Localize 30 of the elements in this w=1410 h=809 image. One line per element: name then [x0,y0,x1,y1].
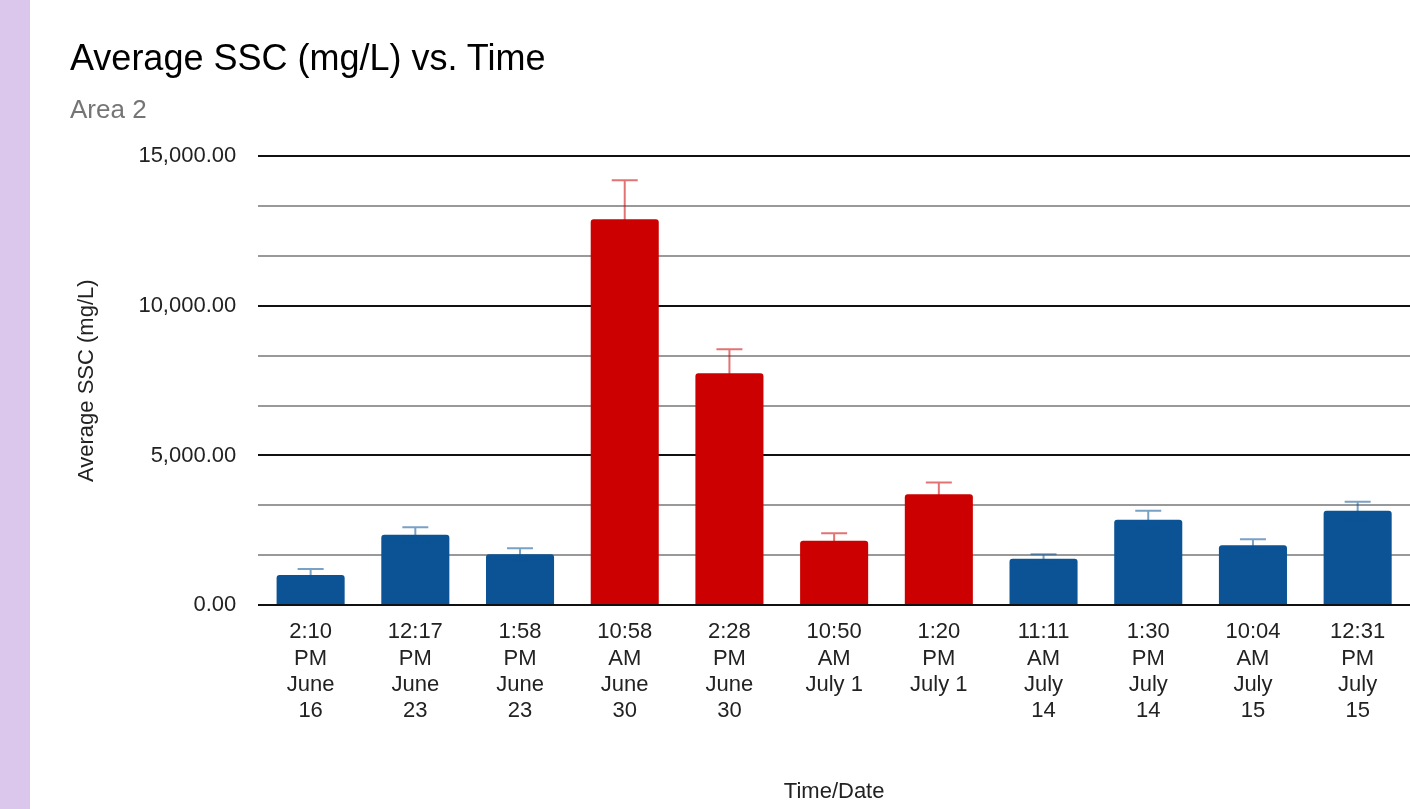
bar [486,554,555,604]
x-tick-label: 12:17 PM June 23 [387,618,443,723]
bar [1009,558,1078,604]
x-tick-label: 1:58 PM June 23 [496,618,544,723]
bar [800,540,869,604]
y-tick-label: 0.00 [193,591,237,617]
bar [1218,545,1287,604]
x-axis-title: Time/Date [783,777,885,803]
x-tick-label: 11:11 AM July 14 [1017,618,1070,723]
bar [1114,519,1183,604]
y-axis-title: Average SSC (mg/L) [73,279,99,482]
chart-title: Average SSC (mg/L) vs. Time [70,36,546,78]
bar [590,219,659,604]
x-tick-label: 10:04 AM July 15 [1225,618,1281,723]
x-tick-label: 2:28 PM June 30 [705,618,754,723]
x-tick-label: 12:31 PM July 15 [1330,618,1386,723]
y-tick-label: 5,000.00 [150,441,237,467]
x-tick-label: 1:30 PM July 14 [1126,618,1170,723]
bar [276,575,345,604]
x-tick-label: 2:10 PM June 16 [286,618,335,723]
bar [904,494,973,604]
x-tick-label: 10:50 AM July 1 [805,618,863,697]
bar [1323,510,1392,604]
bar [381,534,450,604]
y-tick-label: 10,000.00 [138,292,237,317]
x-tick-label: 1:20 PM July 1 [910,618,968,697]
x-tick-label: 10:58 AM June 30 [597,618,653,723]
chart-subtitle: Area 2 [70,93,147,124]
bar [695,373,764,604]
y-tick-label: 15,000.00 [138,142,237,168]
